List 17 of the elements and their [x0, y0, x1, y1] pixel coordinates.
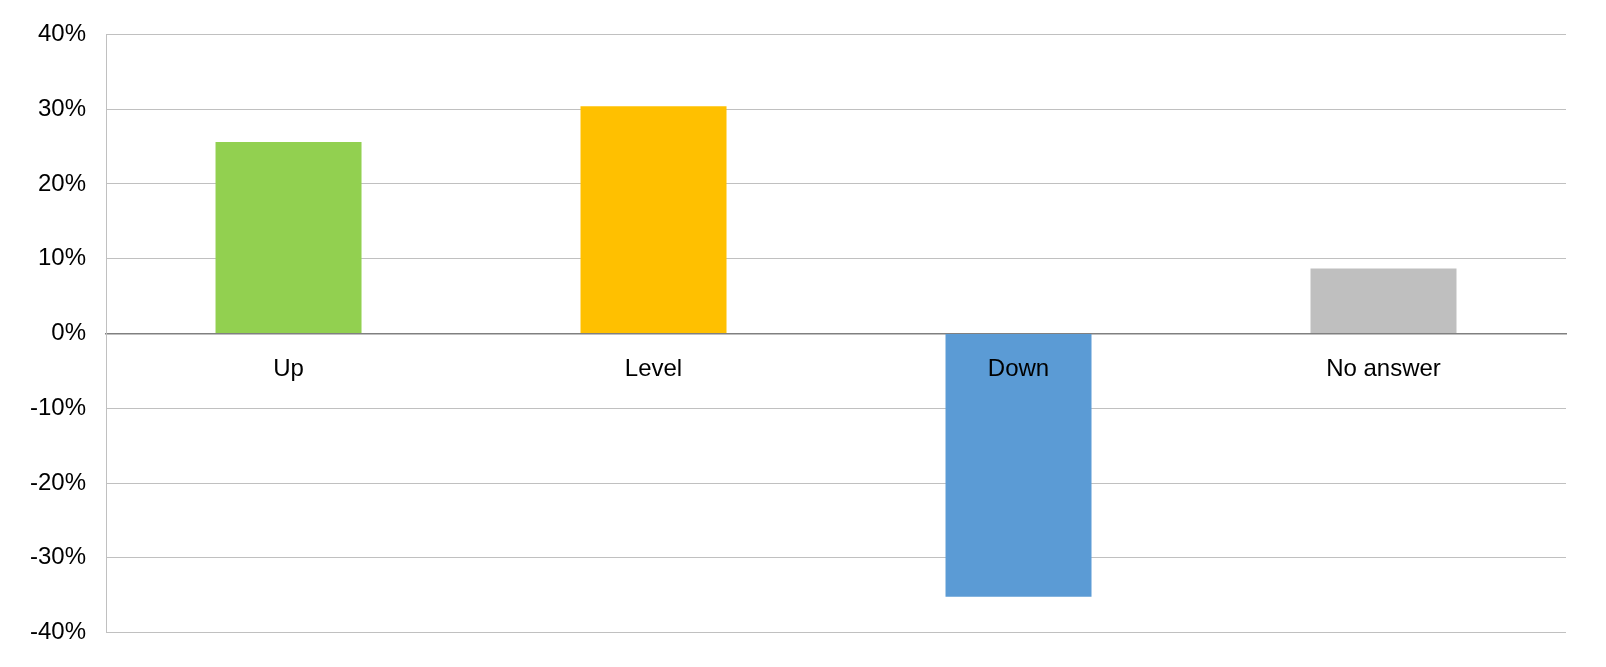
- bar: [945, 334, 1092, 597]
- y-tick-label: -20%: [30, 467, 87, 495]
- bar: [580, 106, 727, 333]
- x-tick-label: Up: [273, 354, 304, 382]
- y-tick-label: 0%: [51, 318, 87, 346]
- x-tick-label: Down: [987, 354, 1050, 382]
- x-tick-label: Level: [624, 354, 683, 382]
- y-tick-label: 20%: [37, 168, 87, 196]
- y-tick-label: 30%: [37, 93, 87, 121]
- x-tick-label: No answer: [1326, 354, 1441, 382]
- y-tick-label: 10%: [37, 243, 87, 271]
- bar: [215, 142, 362, 333]
- bar: [1310, 268, 1457, 333]
- y-tick-label: 40%: [37, 19, 87, 47]
- y-tick-label: -30%: [30, 542, 87, 570]
- y-tick-label: -10%: [30, 392, 87, 420]
- y-tick-label: -40%: [30, 617, 87, 645]
